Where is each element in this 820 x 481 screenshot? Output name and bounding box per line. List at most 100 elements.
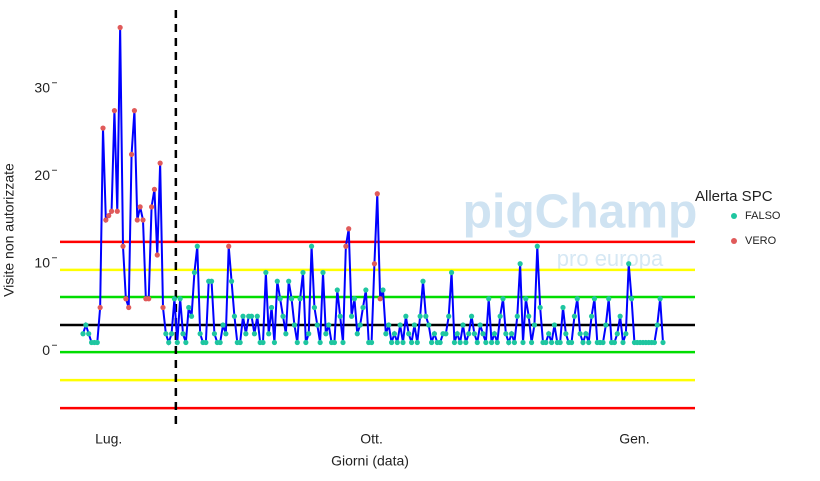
point — [188, 313, 195, 319]
point — [488, 339, 495, 346]
point — [431, 331, 438, 337]
point — [186, 304, 192, 311]
point — [317, 339, 323, 346]
point — [420, 278, 426, 284]
point — [294, 339, 300, 346]
point — [623, 331, 629, 337]
point — [197, 331, 203, 337]
point — [243, 331, 249, 337]
point — [260, 339, 266, 346]
point — [423, 313, 429, 319]
point — [343, 243, 349, 249]
point — [500, 296, 506, 302]
point — [426, 322, 432, 328]
point — [460, 322, 466, 328]
point — [380, 287, 386, 293]
point — [140, 217, 146, 223]
point — [626, 261, 632, 267]
point — [154, 252, 160, 258]
point — [534, 243, 540, 249]
point — [574, 296, 580, 302]
point — [271, 339, 278, 346]
point — [591, 296, 598, 302]
point — [563, 331, 569, 337]
point — [303, 339, 309, 346]
point — [471, 331, 478, 337]
point — [511, 339, 518, 346]
point — [223, 331, 229, 337]
point — [357, 322, 363, 328]
point — [371, 261, 378, 267]
point — [211, 331, 218, 337]
point — [83, 322, 89, 328]
point — [117, 24, 123, 31]
point — [628, 296, 635, 302]
point — [503, 331, 509, 337]
x-axis-title: Giorni (data) — [331, 453, 409, 469]
point — [506, 339, 512, 346]
point — [494, 339, 500, 346]
legend-swatch — [731, 213, 737, 219]
point — [417, 313, 423, 319]
point — [226, 243, 232, 249]
point — [286, 278, 292, 284]
point — [351, 296, 358, 302]
x-tick-label: Gen. — [619, 431, 649, 447]
watermark: pro europa — [557, 246, 664, 271]
point — [228, 278, 235, 284]
point — [583, 331, 589, 337]
point — [606, 296, 612, 302]
point — [277, 296, 283, 302]
point — [217, 339, 223, 346]
point — [446, 313, 452, 319]
point — [248, 313, 255, 319]
point — [86, 331, 92, 337]
point — [480, 331, 486, 337]
point — [657, 296, 663, 302]
point — [528, 339, 535, 346]
point — [383, 331, 389, 337]
point — [614, 331, 620, 337]
point — [411, 322, 418, 328]
y-tick-label: 20 — [34, 167, 50, 183]
point — [531, 322, 538, 328]
point — [157, 160, 163, 166]
point — [451, 339, 458, 346]
point — [457, 339, 463, 346]
point — [334, 287, 340, 293]
point — [443, 331, 449, 337]
point — [314, 322, 320, 328]
point — [131, 108, 138, 114]
point — [368, 339, 375, 346]
point — [80, 331, 86, 337]
point — [388, 339, 395, 346]
point — [517, 261, 523, 267]
point — [163, 331, 169, 337]
point — [134, 217, 140, 223]
point — [654, 322, 660, 328]
point — [548, 339, 555, 346]
point — [537, 304, 543, 311]
point — [191, 269, 198, 276]
point — [300, 269, 306, 276]
legend-swatch — [731, 238, 737, 244]
point — [577, 331, 583, 337]
legend-label: FALSO — [745, 210, 781, 222]
point — [611, 339, 618, 346]
point — [514, 313, 520, 319]
point — [166, 339, 172, 346]
point — [588, 313, 595, 319]
point — [106, 213, 112, 219]
point — [288, 296, 295, 302]
point — [603, 322, 609, 328]
y-tick-label: 10 — [34, 254, 50, 270]
point — [308, 243, 315, 249]
x-tick-label: Lug. — [95, 431, 122, 447]
point — [171, 296, 178, 302]
point — [311, 304, 318, 311]
point — [403, 313, 409, 319]
point — [394, 339, 400, 346]
point — [374, 191, 380, 197]
point — [148, 204, 155, 210]
point — [283, 331, 289, 337]
